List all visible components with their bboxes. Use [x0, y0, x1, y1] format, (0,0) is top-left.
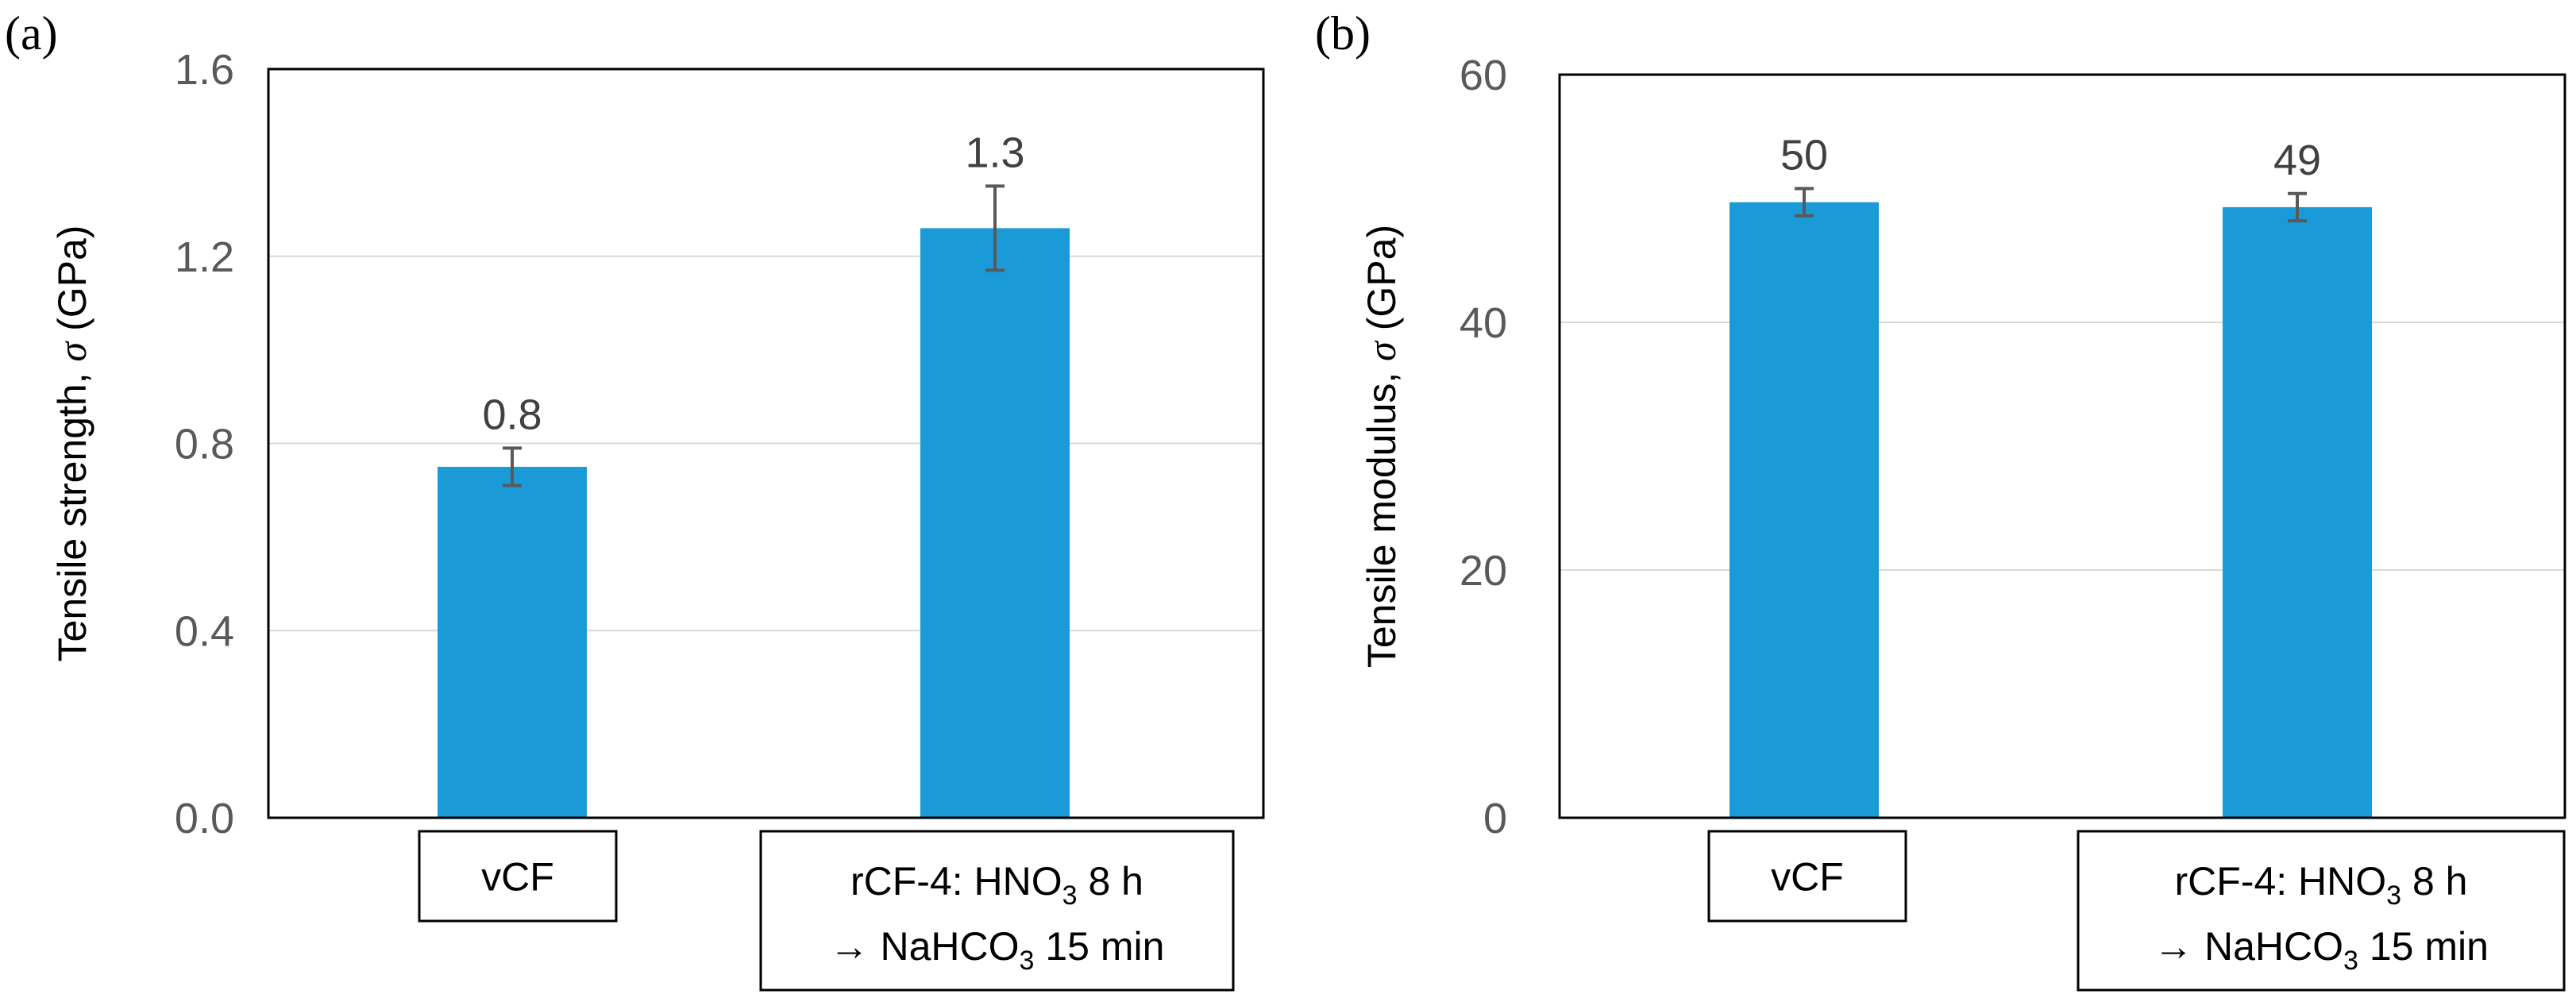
plot-frame: [1558, 73, 2566, 819]
category-label-box: [1707, 830, 1907, 923]
y-tick-label: 1.6: [175, 46, 234, 94]
y-axis-title: Tensile modulus, σ (GPa): [1359, 225, 1404, 668]
y-tick-label: 1.2: [175, 233, 234, 281]
y-tick-label: 60: [1460, 52, 1507, 99]
y-tick-label: 40: [1460, 299, 1507, 347]
y-tick-label: 0.0: [175, 795, 234, 842]
bar: [438, 466, 587, 818]
y-tick-label: 0: [1483, 795, 1507, 842]
data-label: 50: [1780, 132, 1828, 179]
data-label: 1.3: [965, 129, 1024, 176]
category-label: vCF: [481, 855, 554, 900]
panel-label: (a): [5, 7, 58, 60]
category-label: → NaHCO3 15 min: [830, 924, 1165, 976]
category-label: rCF-4: HNO3 8 h: [2175, 859, 2468, 911]
bar: [2223, 206, 2372, 818]
category-label: → NaHCO3 15 min: [2154, 924, 2489, 976]
y-axis-title: Tensile strength, σ (GPa): [50, 225, 94, 662]
bar: [1730, 202, 1879, 818]
category-label: rCF-4: HNO3 8 h: [850, 859, 1143, 911]
category-label: vCF: [1771, 855, 1844, 900]
y-tick-label: 20: [1460, 547, 1507, 595]
chart-panel-a: (a) 0.0 0.4 0.8 1.2 1.6 0.8 1.3 Tensile strength…: [5, 7, 1265, 992]
bar: [920, 228, 1070, 818]
category-label-box: [2077, 830, 2566, 992]
data-label: 49: [2273, 137, 2321, 184]
chart-panel-b: (b) 0 20 40 60 50 49 Tensile modulus, σ (GPa) vC…: [1315, 7, 2566, 992]
y-tick-label: 0.4: [175, 607, 234, 655]
y-tick-label: 0.8: [175, 421, 234, 468]
category-label-box: [418, 830, 618, 923]
plot-frame: [267, 67, 1265, 819]
panel-label: (b): [1315, 7, 1371, 60]
category-label-box: [759, 830, 1235, 992]
data-label: 0.8: [482, 391, 542, 438]
